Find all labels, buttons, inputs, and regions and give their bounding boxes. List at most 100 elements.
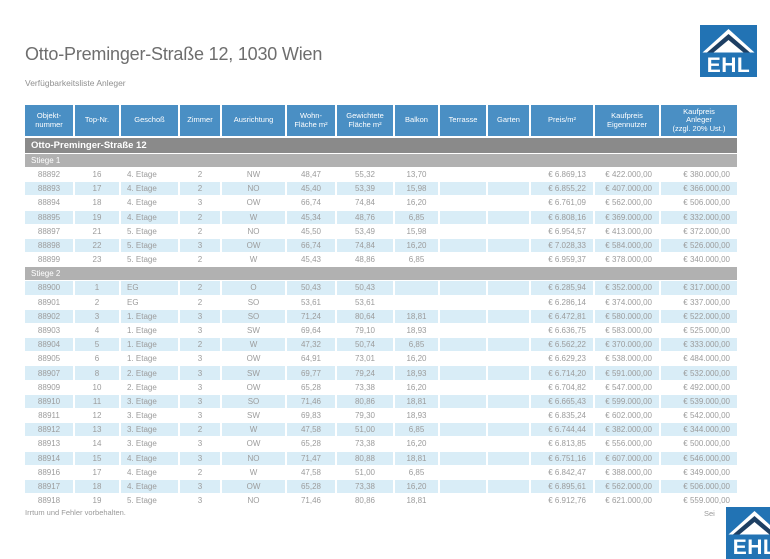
table-cell: 4. Etage: [121, 182, 178, 195]
table-cell: 6,85: [395, 466, 438, 479]
table-cell: 3: [180, 239, 220, 252]
table-cell: [488, 324, 529, 337]
table-cell: 73,38: [337, 381, 393, 394]
table-cell: 5. Etage: [121, 253, 178, 266]
page-subtitle: Verfügbarkeitsliste Anleger: [25, 78, 126, 88]
table-cell: 16,20: [395, 437, 438, 450]
table-cell: 69,64: [287, 324, 335, 337]
column-header: Gewichtete Fläche m²: [337, 105, 393, 136]
table-cell: 3: [180, 196, 220, 209]
table-cell: [440, 480, 486, 493]
table-cell: 6,85: [395, 423, 438, 436]
table-cell: 6,85: [395, 253, 438, 266]
table-cell: 1. Etage: [121, 338, 178, 351]
table-cell: 3: [180, 409, 220, 422]
table-cell: W: [222, 466, 285, 479]
ehl-logo-icon-footer: EHL: [726, 507, 770, 559]
table-cell: € 591.000,00: [595, 366, 659, 379]
table-cell: 88905: [25, 352, 73, 365]
table-cell: 79,24: [337, 366, 393, 379]
table-cell: € 6.842,47: [531, 466, 593, 479]
table-cell: 88904: [25, 338, 73, 351]
table-cell: € 340.000,00: [661, 253, 737, 266]
table-cell: [440, 494, 486, 507]
table-cell: € 6.714,20: [531, 366, 593, 379]
table-cell: 5. Etage: [121, 239, 178, 252]
table-cell: € 547.000,00: [595, 381, 659, 394]
table-cell: € 6.286,14: [531, 296, 593, 309]
table-cell: 66,74: [287, 239, 335, 252]
column-header: Ausrichtung: [222, 105, 285, 136]
table-cell: € 352.000,00: [595, 281, 659, 294]
table-cell: NO: [222, 225, 285, 238]
table-cell: 88917: [25, 480, 73, 493]
table-cell: 22: [75, 239, 119, 252]
table-cell: 71,46: [287, 395, 335, 408]
table-cell: 2: [180, 281, 220, 294]
table-cell: [440, 381, 486, 394]
table-cell: OW: [222, 437, 285, 450]
table-cell: 88909: [25, 381, 73, 394]
table-cell: € 532.000,00: [661, 366, 737, 379]
table-cell: 2: [180, 168, 220, 181]
table-cell: [488, 225, 529, 238]
table-cell: € 580.000,00: [595, 310, 659, 323]
page-number-label: Sei: [704, 509, 715, 518]
table-cell: 19: [75, 211, 119, 224]
table-cell: SO: [222, 296, 285, 309]
table-cell: 88899: [25, 253, 73, 266]
table-cell: 53,61: [287, 296, 335, 309]
table-cell: € 546.000,00: [661, 452, 737, 465]
table-cell: 12: [75, 409, 119, 422]
column-header: Zimmer: [180, 105, 220, 136]
table-cell: 45,34: [287, 211, 335, 224]
table-cell: 13: [75, 423, 119, 436]
table-cell: € 506.000,00: [661, 196, 737, 209]
table-cell: 2. Etage: [121, 366, 178, 379]
table-cell: € 556.000,00: [595, 437, 659, 450]
table-cell: 50,74: [337, 338, 393, 351]
table-cell: € 6.895,61: [531, 480, 593, 493]
table-cell: 2: [180, 182, 220, 195]
table-cell: 18: [75, 196, 119, 209]
table-cell: € 370.000,00: [595, 338, 659, 351]
table-cell: € 369.000,00: [595, 211, 659, 224]
table-cell: OW: [222, 239, 285, 252]
table-cell: W: [222, 211, 285, 224]
table-cell: 88912: [25, 423, 73, 436]
table-cell: 3. Etage: [121, 409, 178, 422]
table-cell: SO: [222, 395, 285, 408]
table-cell: 16,20: [395, 381, 438, 394]
table-cell: [440, 211, 486, 224]
table-cell: 15,98: [395, 182, 438, 195]
table-cell: [488, 494, 529, 507]
table-cell: SW: [222, 324, 285, 337]
table-cell: € 349.000,00: [661, 466, 737, 479]
table-cell: € 344.000,00: [661, 423, 737, 436]
table-cell: 5: [75, 338, 119, 351]
table-cell: [488, 409, 529, 422]
table-cell: 88900: [25, 281, 73, 294]
table-cell: € 332.000,00: [661, 211, 737, 224]
table-cell: 71,47: [287, 452, 335, 465]
table-cell: € 621.000,00: [595, 494, 659, 507]
table-cell: 73,38: [337, 437, 393, 450]
column-header: Top-Nr.: [75, 105, 119, 136]
table-cell: € 6.954,57: [531, 225, 593, 238]
table-cell: SW: [222, 366, 285, 379]
table-cell: 48,47: [287, 168, 335, 181]
table-cell: 13,70: [395, 168, 438, 181]
table-cell: € 6.855,22: [531, 182, 593, 195]
table-cell: 5. Etage: [121, 225, 178, 238]
table-cell: 73,01: [337, 352, 393, 365]
table-cell: € 380.000,00: [661, 168, 737, 181]
table-cell: [440, 466, 486, 479]
table-cell: 51,00: [337, 423, 393, 436]
table-cell: 45,43: [287, 253, 335, 266]
